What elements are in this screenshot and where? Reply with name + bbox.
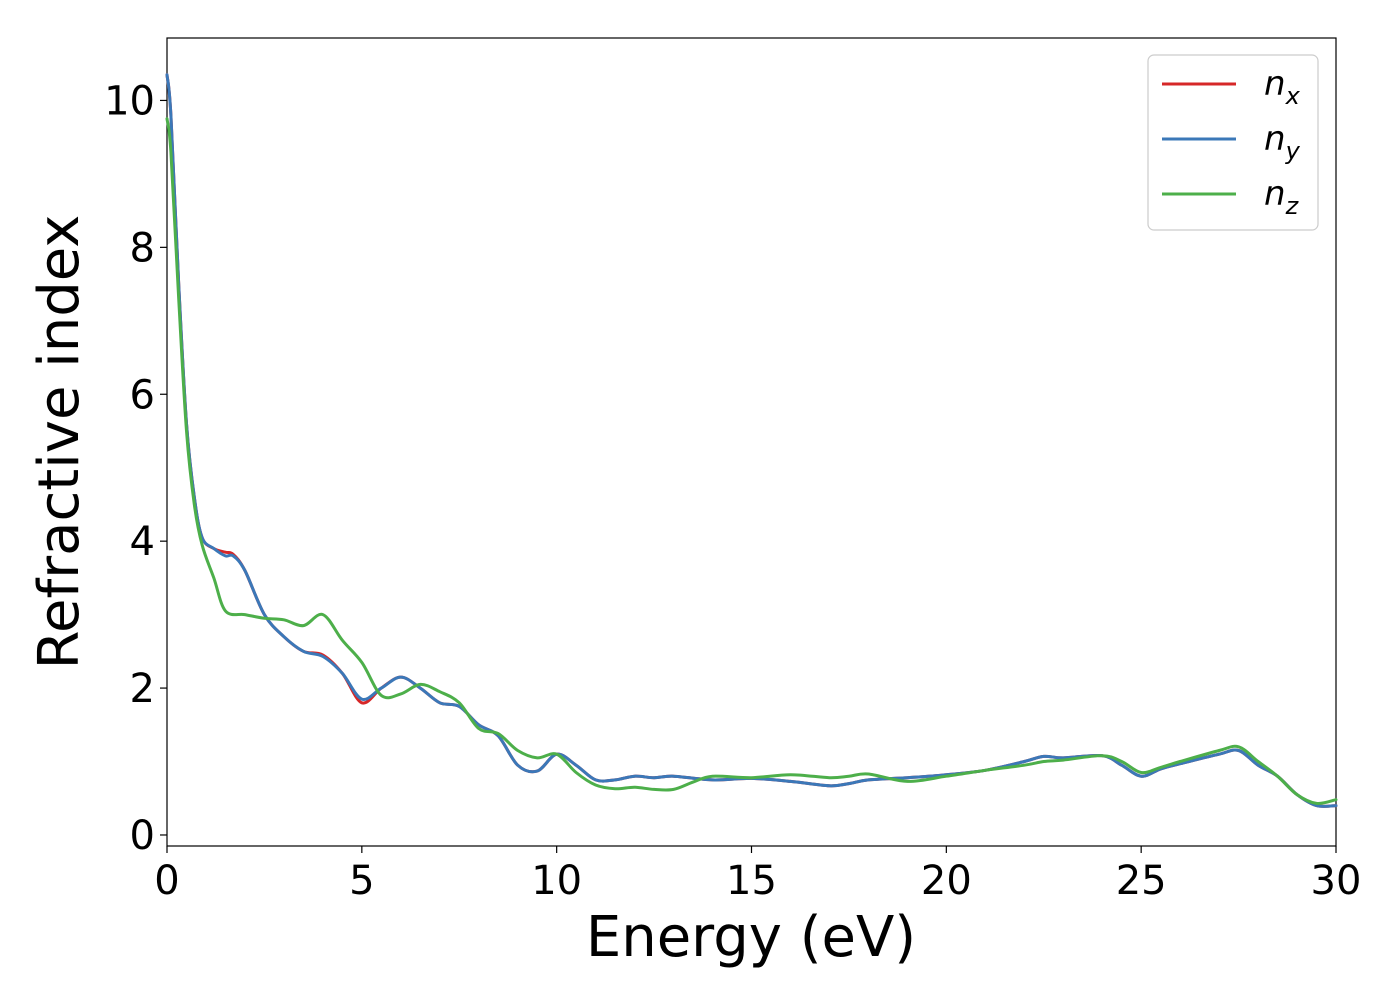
series-line-n-z [165,117,1338,806]
legend-label-n-x: nx [1264,64,1301,110]
x-axis-ticks: 0 5 10 15 20 25 30 [154,846,1361,904]
x-tick-label: 30 [1311,858,1362,904]
x-tick-label: 15 [726,858,777,904]
series-line-n-y [165,73,1338,808]
y-tick-label: 10 [104,78,155,124]
y-tick-label: 6 [130,372,155,418]
x-tick-label: 25 [1116,858,1167,904]
series-layer [165,73,1338,808]
x-tick-label: 10 [531,858,582,904]
x-tick-label: 20 [921,858,972,904]
y-axis-ticks: 0 2 4 6 8 10 [104,78,167,859]
legend-label-n-z: nz [1264,174,1300,220]
plot-area [166,37,1337,847]
x-axis-title: Energy (eV) [586,905,916,970]
x-tick-label: 5 [349,858,374,904]
legend-items: nx ny nz [1162,64,1301,220]
x-tick-label: 0 [154,858,179,904]
legend: nx ny nz [1147,54,1319,231]
y-tick-label: 8 [130,225,155,271]
y-tick-label: 4 [130,519,155,565]
legend-frame [1147,54,1319,231]
y-tick-label: 2 [130,666,155,712]
y-axis-title: Refractive index [27,215,92,670]
y-tick-label: 0 [130,813,155,859]
legend-label-n-y: ny [1264,119,1301,165]
